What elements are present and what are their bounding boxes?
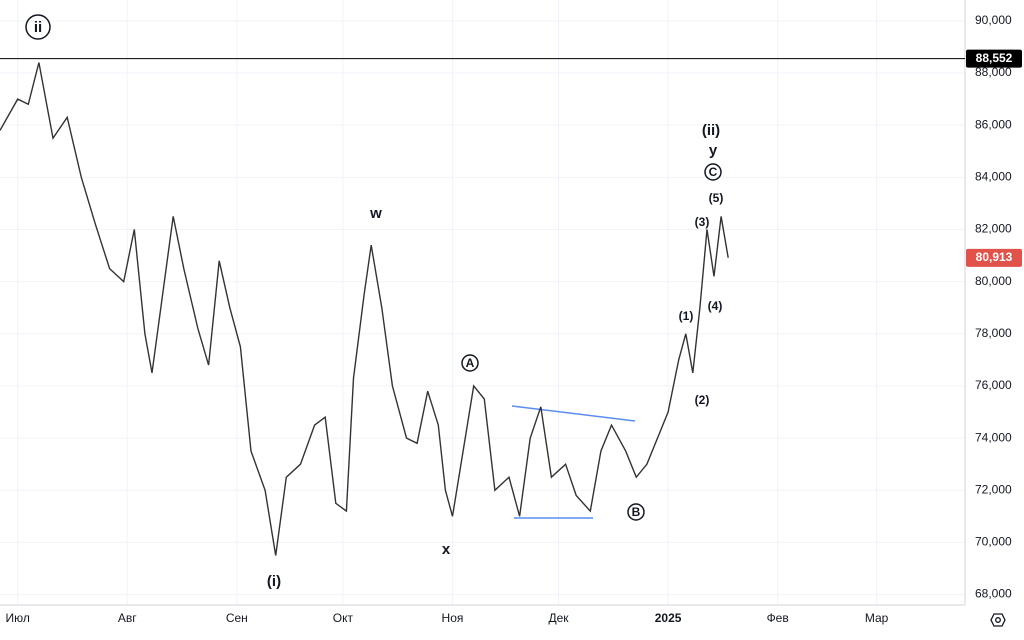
x-tick-label: Фев — [767, 611, 789, 625]
wave-label: (5) — [709, 191, 724, 205]
y-tick-label: 72,000 — [975, 482, 1012, 496]
settings-icon — [990, 613, 1006, 627]
x-tick-label: Дек — [548, 611, 569, 625]
y-tick-label: 74,000 — [975, 430, 1012, 444]
x-tick-label: Мар — [865, 611, 889, 625]
wave-label: (3) — [695, 215, 710, 229]
x-tick-label: 2025 — [655, 611, 682, 625]
annotation-circle — [704, 163, 722, 181]
price-line — [0, 62, 729, 556]
y-tick-label: 90,000 — [975, 13, 1012, 27]
x-tick-label: Июл — [5, 611, 29, 625]
wave-label: (1) — [679, 309, 694, 323]
x-tick-label: Окт — [333, 611, 354, 625]
wave-label: C — [709, 165, 718, 179]
wave-label: (ii) — [702, 122, 720, 139]
y-tick-label: 70,000 — [975, 535, 1012, 549]
x-tick-label: Сен — [226, 611, 248, 625]
wave-label: B — [632, 505, 641, 519]
annotation-circle — [461, 354, 479, 372]
y-tick-label: 82,000 — [975, 222, 1012, 236]
wave-label: y — [709, 142, 718, 159]
price-label-bg — [966, 248, 1022, 267]
settings-icon — [995, 617, 1001, 623]
button-bg[interactable] — [986, 609, 1010, 631]
annotation-circle — [627, 503, 645, 521]
wave-label: ii — [34, 19, 42, 36]
price-label: 80,913 — [976, 250, 1013, 264]
y-tick-label: 80,000 — [975, 274, 1012, 288]
y-tick-label: 88,000 — [975, 65, 1012, 79]
y-tick-label: 84,000 — [975, 169, 1012, 183]
y-tick-label: 86,000 — [975, 117, 1012, 131]
price-label-bg — [966, 49, 1022, 68]
price-label: 88,552 — [976, 51, 1013, 65]
wave-label: (2) — [695, 393, 710, 407]
wave-label: (4) — [708, 299, 723, 313]
wave-label: (i) — [267, 573, 281, 590]
annotation-circle — [25, 14, 51, 40]
y-tick-label: 78,000 — [975, 326, 1012, 340]
y-tick-label: 68,000 — [975, 587, 1012, 601]
wave-label: A — [466, 356, 475, 370]
y-tick-label: 76,000 — [975, 378, 1012, 392]
wave-label: x — [442, 541, 451, 558]
x-tick-label: Ноя — [442, 611, 464, 625]
wave-label: w — [369, 205, 382, 222]
trend-line — [511, 405, 636, 422]
settings-button[interactable] — [986, 609, 1010, 631]
x-tick-label: Авг — [118, 611, 137, 625]
